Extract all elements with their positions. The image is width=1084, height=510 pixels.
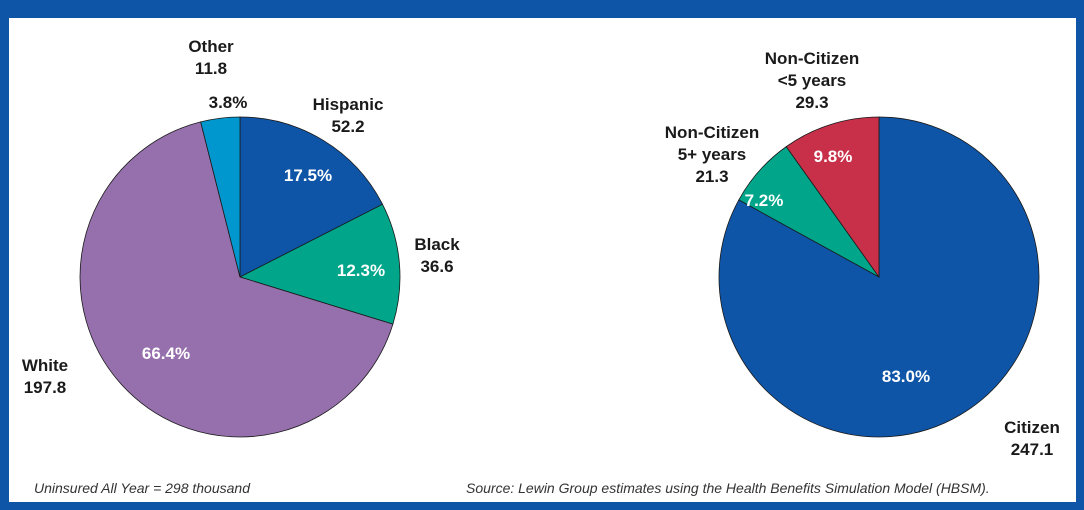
uninsured-total-note: Uninsured All Year = 298 thousand [34, 480, 250, 496]
category-label-other: 11.8 [195, 59, 227, 78]
category-label-citizen: Citizen [1004, 418, 1060, 437]
category-label-white: 197.8 [24, 378, 67, 397]
category-label-white: White [22, 356, 68, 375]
percent-label-non-citizen-5-years: 7.2% [745, 191, 784, 210]
race-pie-chart: 17.5% Hispanic 52.2 12.3% Black 36.6 66.4% Whit… [22, 37, 460, 438]
percent-label-white: 66.4% [142, 344, 190, 363]
citizenship-pie-chart: 83.0% Citizen 247.1 7.2% Non-Citizen 5+ years… [665, 49, 1060, 459]
pie-slice-non-citizen-5-years [785, 116, 880, 279]
percent-label-citizen: 83.0% [882, 367, 930, 386]
category-label-non-citizen-5-years: <5 years [778, 71, 847, 90]
percent-label-black: 12.3% [337, 261, 385, 280]
category-label-non-citizen-5-years: 29.3 [795, 93, 828, 112]
percent-label-non-citizen-5-years: 9.8% [814, 147, 853, 166]
category-label-non-citizen-5-years: 5+ years [678, 145, 747, 164]
category-label-non-citizen-5-years: Non-Citizen [765, 49, 859, 68]
percent-label-other: 3.8% [209, 93, 248, 112]
category-label-hispanic: 52.2 [331, 117, 364, 136]
pie-slice-hispanic [239, 116, 384, 278]
pie-slice-other [200, 116, 241, 278]
source-note: Source: Lewin Group estimates using the … [466, 480, 990, 496]
category-label-citizen: 247.1 [1011, 440, 1054, 459]
category-label-non-citizen-5-years: 21.3 [695, 167, 728, 186]
percent-label-hispanic: 17.5% [284, 166, 332, 185]
category-label-black: 36.6 [420, 257, 453, 276]
pie-slice-black [238, 203, 401, 325]
category-label-black: Black [414, 235, 460, 254]
pie-slice-white [79, 121, 394, 438]
category-label-other: Other [188, 37, 234, 56]
category-label-hispanic: Hispanic [313, 95, 384, 114]
category-label-non-citizen-5-years: Non-Citizen [665, 123, 759, 142]
